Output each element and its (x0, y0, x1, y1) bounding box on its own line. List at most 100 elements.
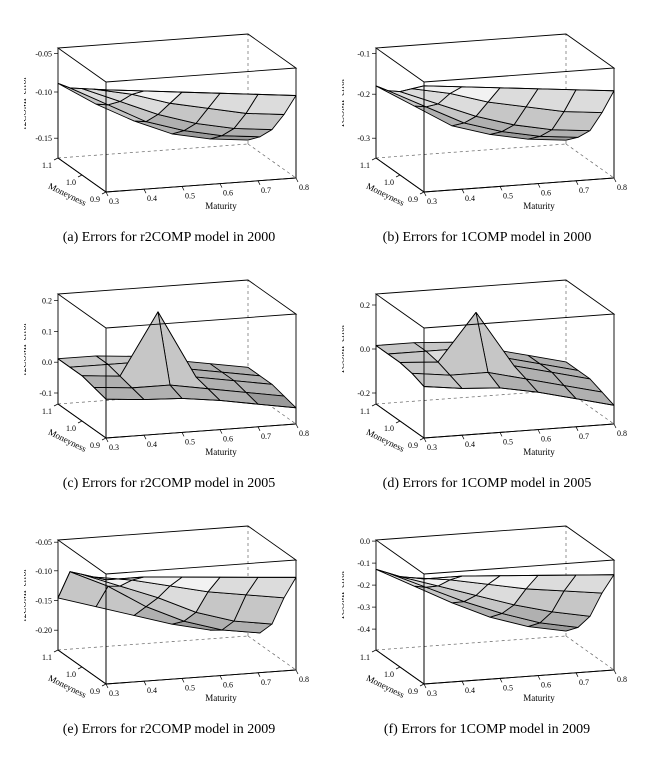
z-axis-label: 1COMP error (342, 78, 346, 127)
y-tick: 0.9 (90, 687, 100, 696)
z-tick: -0.3 (357, 603, 370, 612)
z-tick: -0.2 (357, 90, 370, 99)
y-tick: 1.1 (42, 407, 52, 416)
x-tick: 0.3 (427, 689, 437, 698)
surface-plot: 0.30.40.50.60.70.80.91.01.1-0.20.00.2Mat… (342, 266, 632, 466)
x-tick: 0.7 (579, 678, 589, 687)
y-tick: 1.1 (360, 653, 370, 662)
y-tick: 1.1 (42, 161, 52, 170)
x-tick: 0.5 (503, 437, 513, 446)
panel-e: 0.3 0.4 0.5 0.6 0.7 0.8 0.9 1.0 1.1 -0.05 -0.10 -0.… (20, 512, 318, 738)
x-tick: 0.6 (541, 681, 551, 690)
x-tick: 0.5 (503, 683, 513, 692)
surface-plot: 0.30.40.50.60.70.80.91.01.1-0.05-0.10-0.… (24, 20, 314, 220)
x-tick: 0.5 (503, 191, 513, 200)
z-tick: -0.1 (39, 389, 52, 398)
x-tick: 0.8 (299, 675, 309, 684)
y-tick: 0.9 (408, 441, 418, 450)
z-tick: 0.1 (42, 327, 52, 336)
z-tick: -0.2 (357, 581, 370, 590)
panel-b: 0.30.40.50.60.70.80.91.01.1-0.1-0.2-0.3M… (338, 20, 636, 246)
z-tick: 0.2 (42, 297, 52, 306)
y-tick: 1.1 (42, 653, 52, 662)
x-tick: 0.6 (541, 189, 551, 198)
z-tick: -0.20 (35, 626, 52, 635)
y-tick: 0.9 (90, 441, 100, 450)
x-tick: 0.3 (109, 197, 119, 206)
x-axis-label: Maturity (205, 447, 237, 457)
panel-caption: (b) Errors for 1COMP model in 2000 (383, 230, 592, 246)
x-tick: 0.4 (465, 194, 475, 203)
x-tick: 0.3 (109, 689, 119, 698)
surface-plot: 0.3 0.4 0.5 0.6 0.7 0.8 0.9 1.0 1.1 -0.05 -0.10 -0.… (24, 512, 314, 712)
z-axis-label: 1COMP error (342, 324, 346, 373)
y-tick: 1.1 (360, 161, 370, 170)
x-axis-label: Maturity (205, 201, 237, 211)
y-tick: 1.0 (66, 178, 76, 187)
x-tick: 0.7 (261, 678, 271, 687)
x-tick: 0.8 (617, 429, 627, 438)
x-tick: 0.8 (299, 183, 309, 192)
panel-d: 0.30.40.50.60.70.80.91.01.1-0.20.00.2Mat… (338, 266, 636, 492)
x-tick: 0.6 (223, 189, 233, 198)
z-axis-label: r2COMP error (24, 323, 28, 375)
panel-f: 0.3 0.4 0.5 0.6 0.7 0.8 0.9 1.0 1.1 0.0 -0.1 -0.2 -0… (338, 512, 636, 738)
y-tick: 1.0 (384, 424, 394, 433)
y-tick: 1.0 (66, 424, 76, 433)
z-axis-label: r2COMP error (24, 569, 28, 621)
z-tick: -0.15 (35, 597, 52, 606)
panel-caption: (f) Errors for 1COMP model in 2009 (384, 722, 590, 738)
z-tick: -0.4 (357, 625, 370, 634)
z-tick: 0.0 (360, 537, 370, 546)
y-tick: 1.0 (66, 670, 76, 679)
x-tick: 0.6 (223, 681, 233, 690)
panel-caption: (e) Errors for r2COMP model in 2009 (63, 722, 276, 738)
y-tick: 1.0 (384, 178, 394, 187)
x-tick: 0.5 (185, 437, 195, 446)
x-tick: 0.8 (617, 183, 627, 192)
x-tick: 0.7 (579, 186, 589, 195)
y-tick: 0.9 (90, 195, 100, 204)
y-tick: 1.1 (360, 407, 370, 416)
x-tick: 0.7 (261, 432, 271, 441)
x-tick: 0.8 (617, 675, 627, 684)
z-tick: 0.2 (360, 301, 370, 310)
z-tick: 0.0 (42, 358, 52, 367)
z-tick: -0.1 (357, 50, 370, 59)
x-tick: 0.7 (579, 432, 589, 441)
panel-caption: (d) Errors for 1COMP model in 2005 (383, 476, 592, 492)
x-tick: 0.5 (185, 683, 195, 692)
surface-plot: 0.3 0.4 0.5 0.6 0.7 0.8 0.9 1.0 1.1 0.0 -0.1 -0.2 -0… (342, 512, 632, 712)
z-tick: -0.10 (35, 567, 52, 576)
x-axis-label: Maturity (523, 693, 555, 703)
x-tick: 0.4 (465, 686, 475, 695)
x-tick: 0.4 (147, 440, 157, 449)
z-tick: -0.10 (35, 88, 52, 97)
z-tick: -0.2 (357, 389, 370, 398)
z-tick: -0.15 (35, 134, 52, 143)
x-tick: 0.3 (427, 443, 437, 452)
z-axis-label: 1COMP error (342, 570, 346, 619)
x-tick: 0.6 (541, 435, 551, 444)
panel-caption: (a) Errors for r2COMP model in 2000 (63, 230, 276, 246)
x-tick: 0.5 (185, 191, 195, 200)
x-tick: 0.3 (427, 197, 437, 206)
x-tick: 0.4 (465, 440, 475, 449)
y-tick: 0.9 (408, 687, 418, 696)
z-tick: 0.0 (360, 345, 370, 354)
y-tick: 1.0 (384, 670, 394, 679)
panel-c: 0.30.40.50.60.70.80.91.01.1-0.10.00.10.2… (20, 266, 318, 492)
x-tick: 0.4 (147, 194, 157, 203)
figure-grid: 0.3 0.4 0.5 0.6 0.7 0.8 0.9 1.0 1.1 -0.05 -0.10 -0.… (20, 20, 636, 738)
panel-a: 0.30.40.50.60.70.80.91.01.1-0.05-0.10-0.… (20, 20, 318, 246)
surface-plot: 0.30.40.50.60.70.80.91.01.1-0.10.00.10.2… (24, 266, 314, 466)
x-axis-label: Maturity (205, 693, 237, 703)
z-tick: -0.05 (35, 50, 52, 59)
x-tick: 0.3 (109, 443, 119, 452)
y-tick: 0.9 (408, 195, 418, 204)
z-tick: -0.05 (35, 538, 52, 547)
x-tick: 0.4 (147, 686, 157, 695)
x-axis-label: Maturity (523, 201, 555, 211)
z-tick: -0.1 (357, 559, 370, 568)
x-tick: 0.6 (223, 435, 233, 444)
